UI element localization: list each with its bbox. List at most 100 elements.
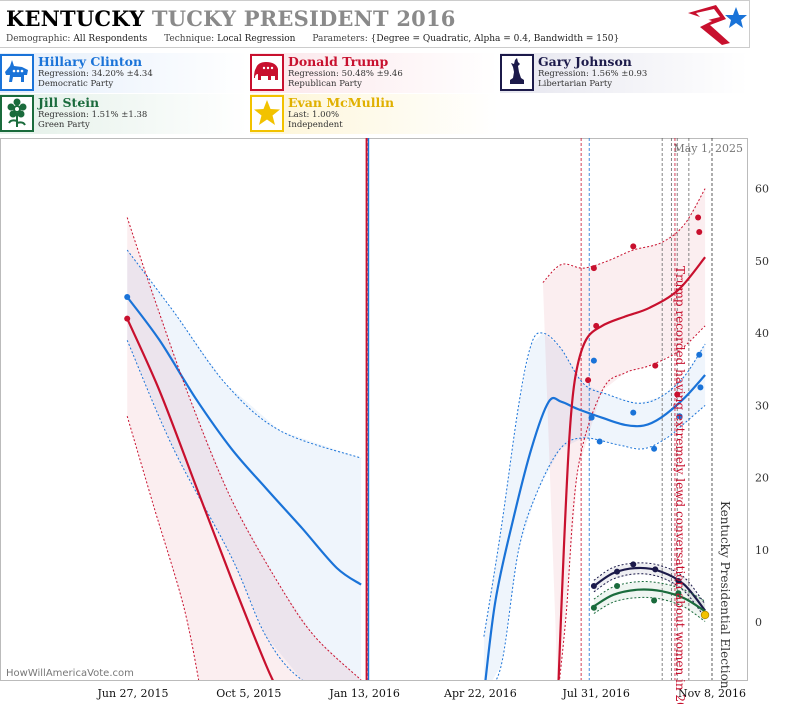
candidate-name: Evan McMullin [288,95,395,110]
poll-point [630,561,637,568]
poll-point [596,438,603,445]
confidence-band [483,333,706,680]
candidate-party: Democratic Party [38,79,114,89]
trend-line [593,588,706,613]
band-upper-line [126,249,362,459]
poll-point [700,610,710,620]
y-tick-label: 10 [755,544,769,557]
y-tick-label: 0 [755,616,762,629]
candidate-name: Gary Johnson [538,54,632,69]
poll-point [590,604,597,611]
poll-point [614,583,621,590]
poll-point [674,391,681,398]
technique-label: Technique: [164,34,215,44]
y-tick-label: 50 [755,255,769,268]
candidate-party: Independent [288,120,343,130]
date-label: May 1, 2025 [673,142,743,155]
candidate-party: Republican Party [288,79,362,89]
trend-line [126,318,274,680]
confidence-band [542,188,706,680]
candidate-stat: Regression: 34.20% ±4.34 [38,69,153,79]
annotation-label: Kentucky Presidential Election [718,501,732,689]
poll-point [696,228,703,235]
candidate-party: Green Party [38,120,90,130]
poll-point [651,445,658,452]
poll-point [614,568,621,575]
y-tick-label: 40 [755,327,769,340]
poll-point [585,377,592,384]
poll-point [676,413,683,420]
poll-point [590,583,597,590]
band-lower-line [593,596,706,622]
y-tick-label: 30 [755,399,769,412]
x-tick-label: Apr 22, 2016 [443,687,517,700]
poll-point [590,357,597,364]
polling-chart: 0 10 20 30 40 50 60 Jun 27, 2015 Oct 5, 2015 Jan … [0,138,769,708]
candidate-card-stein[interactable]: Jill Stein Regression: 1.51% ±1.38 Green… [0,94,248,134]
band-lower-line [126,340,303,680]
y-tick-label: 20 [755,472,769,485]
parameters-line: Demographic: All Respondents Technique: … [6,34,633,44]
band-lower-line [593,573,706,619]
band-upper-line [542,188,706,283]
plot-layer [124,138,713,680]
poll-point [695,214,702,221]
x-tick-label: Nov 8, 2016 [678,687,746,700]
poll-point [588,414,595,421]
band-lower-line [126,416,200,680]
trend-line [593,566,706,612]
poll-point [630,409,637,416]
candidate-name: Jill Stein [38,95,100,110]
candidate-card-johnson[interactable]: Gary Johnson Regression: 1.56% ±0.93 Lib… [500,53,748,93]
donkey-icon [0,54,34,91]
trend-line [557,256,706,680]
poll-point [675,590,682,597]
band-lower-line [559,325,706,680]
candidate-stat: Last: 1.00% [288,110,340,120]
candidate-card-mcmullin[interactable]: Evan McMullin Last: 1.00% Independent [250,94,498,134]
candidate-card-trump[interactable]: Donald Trump Regression: 50.48% ±9.46 Re… [250,53,498,93]
plot-frame [0,138,748,681]
candidate-stat: Regression: 50.48% ±9.46 [288,69,403,79]
poll-point [124,293,131,300]
header-bar: KENTUCKY TUCKY PRESIDENT 2016 Demographi… [0,0,750,48]
poll-point [593,322,600,329]
trend-line [126,296,362,586]
demographic-value: All Respondents [73,34,148,44]
poll-point [696,351,703,358]
band-lower-line [495,405,706,680]
parameters-label: Parameters: [312,34,368,44]
poll-point [652,566,659,573]
candidate-party: Libertarian Party [538,79,613,89]
page-title: KENTUCKY TUCKY PRESIDENT 2016 [6,6,456,31]
y-tick-label: 60 [755,183,769,196]
parameters-value: {Degree = Quadratic, Alpha = 0.4, Bandwi… [370,34,620,44]
elephant-icon [250,54,284,91]
annotation-label: Trump recorded having extremely lewd con… [673,266,687,704]
technique-value: Local Regression [217,34,296,44]
x-tick-label: Jun 27, 2015 [96,687,168,700]
confidence-band [127,217,362,680]
poll-point [652,362,659,369]
title-race: TUCKY PRESIDENT 2016 [151,6,456,31]
star-icon [250,95,284,132]
candidate-name: Hillary Clinton [38,54,143,69]
poll-point [590,265,597,272]
candidate-card-clinton[interactable]: Hillary Clinton Regression: 34.20% ±4.34… [0,53,248,93]
band-upper-line [483,332,706,637]
x-tick-label: Jul 31, 2016 [561,687,630,700]
candidate-stat: Regression: 1.51% ±1.38 [38,110,148,120]
poll-point [675,577,682,584]
flower-icon [0,95,34,132]
poll-point [630,243,637,250]
title-state: KENTUCKY [6,6,145,31]
band-upper-line [593,580,706,602]
candidate-stat: Regression: 1.56% ±0.93 [538,69,648,79]
chart-area: 0 10 20 30 40 50 60 Jun 27, 2015 Oct 5, 2015 Jan … [0,136,789,708]
trend-line [484,374,706,680]
x-tick-label: Oct 5, 2015 [216,687,281,700]
x-tick-label: Jan 13, 2016 [328,687,400,700]
band-upper-line [593,562,706,605]
poll-point [124,315,131,322]
site-credit: HowWillAmericaVote.com [6,668,134,679]
